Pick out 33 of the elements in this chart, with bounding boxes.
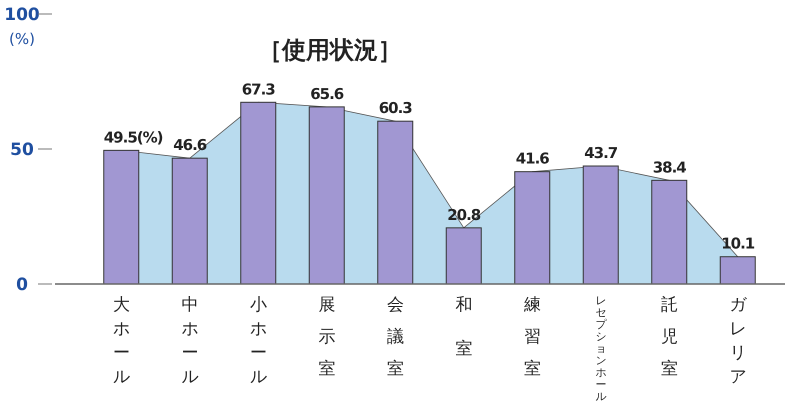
y-tick-label: 0 <box>16 275 28 295</box>
text: ［使用状況］ <box>258 36 402 64</box>
x-tick-label: 大ホール <box>112 295 130 387</box>
bar <box>651 180 688 284</box>
bar <box>720 256 756 284</box>
x-tick-label: 小ホール <box>250 295 267 387</box>
data-label: 65.6 <box>310 84 344 103</box>
x-tick-label: 展示室 <box>318 295 336 379</box>
bar <box>377 120 414 284</box>
x-tick-label: 会議室 <box>386 295 404 379</box>
data-label: 60.3 <box>378 99 412 118</box>
bar <box>103 150 140 284</box>
category-label: 和室 <box>455 295 472 359</box>
x-tick-label: 中ホール <box>181 295 198 387</box>
y-axis-title: (%) <box>9 30 35 48</box>
x-tick-label: 託児室 <box>660 295 678 379</box>
data-label: 38.4 <box>652 158 686 176</box>
bar <box>446 227 482 284</box>
data-label: 67.3 <box>242 80 276 98</box>
category-label: レセプションホール <box>595 294 606 403</box>
data-label: 46.6 <box>173 136 207 154</box>
bar <box>514 171 550 284</box>
bar <box>172 158 208 284</box>
data-label: 41.6 <box>516 150 550 168</box>
data-label: 49.5(%) <box>104 128 163 146</box>
bar <box>240 102 276 284</box>
bar <box>308 106 345 284</box>
y-tick-label: 50 <box>10 140 34 160</box>
y-tick-label: 100 <box>4 5 40 25</box>
bar <box>582 166 619 284</box>
data-label: 43.7 <box>584 144 618 162</box>
x-tick-label: ガレリア <box>729 295 748 387</box>
x-tick-label: 練習室 <box>522 295 541 379</box>
